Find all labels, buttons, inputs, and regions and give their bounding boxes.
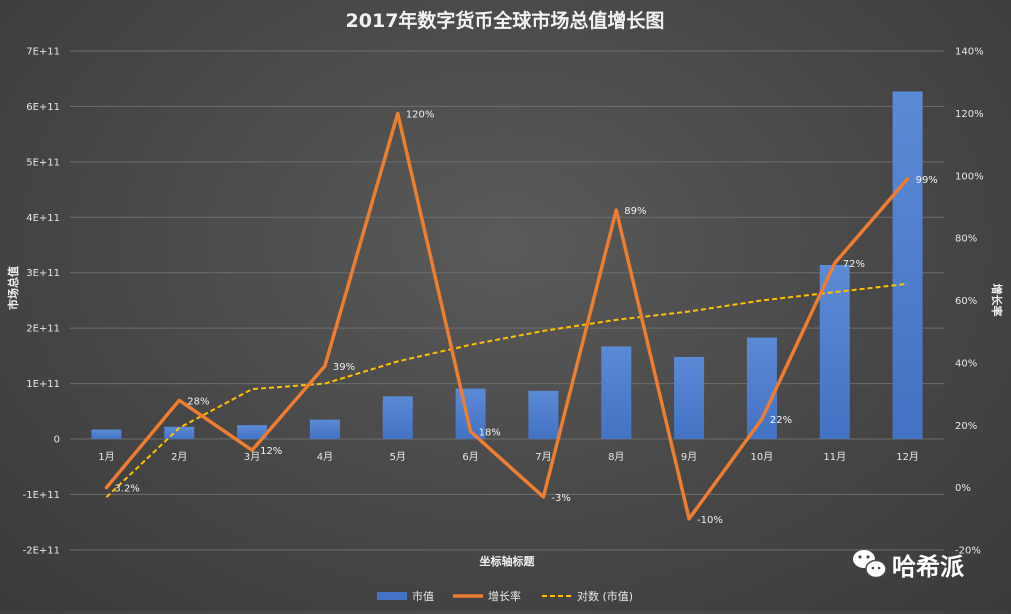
- x-tick-label: 4月: [317, 451, 333, 463]
- x-tick-label: 2月: [171, 451, 187, 463]
- bar: [674, 357, 704, 439]
- y2-tick-label: 140%: [955, 47, 984, 58]
- x-tick-label: 7月: [535, 451, 551, 463]
- watermark: 哈希派: [853, 550, 964, 581]
- y-tick-label: 3E+11: [26, 268, 60, 279]
- y-tick-label: 5E+11: [26, 157, 60, 168]
- data-label: 72%: [843, 259, 865, 270]
- legend-item: 增长率: [453, 589, 521, 603]
- legend-swatch-bar: [377, 592, 407, 600]
- x-tick-label: 1月: [98, 451, 114, 463]
- data-label: 39%: [333, 362, 355, 373]
- data-labels: 3.2% 28% 12% 39% 120% 18% -3% 89% -10% 22% 72% 99%: [114, 109, 937, 525]
- watermark-text: 哈希派: [892, 553, 964, 581]
- x-axis-title: 坐标轴标题: [480, 554, 536, 568]
- data-label: 12%: [260, 446, 282, 457]
- wechat-icon: [853, 550, 886, 578]
- x-tick-label: 3月: [244, 451, 260, 463]
- data-label: -10%: [697, 515, 723, 526]
- legend-item: 市值: [377, 589, 434, 603]
- growth-line-path: [106, 113, 907, 518]
- bar-series: [91, 91, 922, 439]
- data-label: 3.2%: [114, 484, 139, 495]
- y2-tick-label: 40%: [955, 358, 977, 369]
- chart-title: 2017年数字货币全球市场总值增长图: [346, 9, 665, 32]
- data-label: 120%: [406, 109, 435, 120]
- data-label: -3%: [551, 493, 570, 504]
- bar: [893, 91, 923, 439]
- bar: [601, 346, 631, 439]
- legend: 市值 增长率 对数 (市值): [377, 589, 633, 603]
- y-tick-label: 7E+11: [26, 47, 60, 58]
- legend-label: 增长率: [488, 589, 521, 603]
- y-tick-label: -1E+11: [23, 490, 60, 501]
- y2-tick-label: 100%: [955, 171, 984, 182]
- x-axis-ticks: 1月 2月 3月 4月 5月 6月 7月 8月 9月 10月 11月 12月: [98, 451, 919, 463]
- y2-tick-label: 80%: [955, 234, 977, 245]
- y2-tick-label: 0%: [955, 483, 971, 494]
- x-tick-label: 6月: [462, 451, 478, 463]
- data-label: 18%: [479, 427, 501, 438]
- y-tick-label: 1E+11: [26, 379, 60, 390]
- bar: [383, 396, 413, 439]
- data-label: 89%: [624, 206, 646, 217]
- y-tick-label: 6E+11: [26, 102, 60, 113]
- y-axis-title: 市场总值: [6, 266, 20, 310]
- y2-tick-label: 60%: [955, 296, 977, 307]
- x-tick-label: 9月: [681, 451, 697, 463]
- legend-label: 市值: [412, 589, 434, 603]
- legend-label: 对数 (市值): [577, 589, 633, 603]
- left-axis-ticks: -2E+11 -1E+11 0 1E+11 2E+11 3E+11 4E+11 5E+11 6E…: [23, 47, 60, 557]
- y2-axis-title: 增长率: [990, 284, 1004, 317]
- y-tick-label: -2E+11: [23, 545, 60, 556]
- data-label: 28%: [187, 396, 209, 407]
- y2-tick-label: 20%: [955, 421, 977, 432]
- gridlines: [70, 51, 944, 550]
- data-label: 22%: [770, 415, 792, 426]
- bar: [310, 420, 340, 439]
- line-series: [106, 113, 907, 519]
- y-tick-label: 0: [54, 435, 60, 446]
- x-tick-label: 11月: [823, 451, 846, 463]
- data-label: 99%: [916, 175, 938, 186]
- x-tick-label: 8月: [608, 451, 624, 463]
- y2-tick-label: 120%: [955, 109, 984, 120]
- x-tick-label: 5月: [390, 451, 406, 463]
- bar: [528, 391, 558, 439]
- x-tick-label: 10月: [751, 451, 774, 463]
- x-tick-label: 12月: [896, 451, 919, 463]
- right-axis-ticks: -20%0%20%40%60%80%100%120%140%: [955, 47, 984, 557]
- y-tick-label: 2E+11: [26, 324, 60, 335]
- legend-item: 对数 (市值): [542, 589, 633, 603]
- bar: [91, 430, 121, 439]
- y-tick-label: 4E+11: [26, 213, 60, 224]
